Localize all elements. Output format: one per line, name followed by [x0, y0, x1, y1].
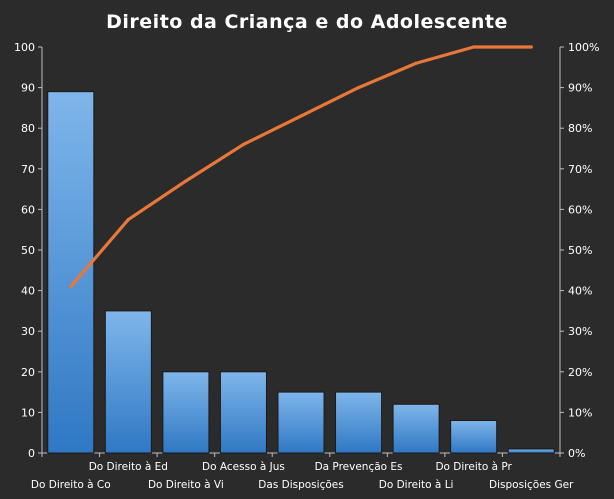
line-point-3: [241, 142, 246, 147]
bar-0: [47, 91, 95, 454]
y-tick-label-7: 70: [21, 163, 35, 176]
line-point-2: [184, 179, 188, 183]
y2-tick-label-8: 80%: [568, 122, 592, 135]
x-tick-label-6: Do Direito à Li: [379, 479, 454, 491]
y2-tick-label-3: 30%: [568, 325, 592, 338]
y2-tick-label-1: 10%: [568, 406, 592, 419]
y2-tick-label-7: 70%: [568, 163, 592, 176]
cumulative-line: [69, 45, 533, 289]
line-point-1: [126, 217, 130, 222]
bar-4: [277, 391, 325, 454]
bar-7: [450, 420, 498, 454]
y2-tick-label-2: 20%: [568, 366, 592, 379]
x-tick-label-0: Do Direito à Co: [31, 479, 111, 491]
bar-2: [162, 371, 210, 454]
bar-8: [507, 448, 555, 454]
line-point-7: [472, 45, 476, 49]
y-tick-label-0: 0: [28, 447, 35, 460]
line-point-8: [529, 45, 533, 49]
bar-5: [335, 391, 383, 454]
line-point-6: [414, 61, 418, 65]
y-tick-label-3: 30: [21, 325, 35, 338]
y-tick-label-5: 50: [21, 244, 35, 257]
y-tick-label-9: 90: [21, 82, 35, 95]
line-point-5: [356, 86, 361, 90]
y2-tick-label-0: 0%: [568, 447, 585, 460]
bar-3: [219, 371, 267, 454]
x-tick-label-4: Das Disposições: [258, 479, 343, 491]
x-tick-label-5: Da Prevenção Es: [315, 461, 403, 473]
y-tick-label-1: 10: [21, 406, 35, 419]
x-tick-label-7: Do Direito à Pr: [435, 461, 512, 473]
y-tick-label-10: 100: [14, 41, 35, 54]
y-tick-label-8: 80: [21, 122, 35, 135]
y2-tick-label-5: 50%: [568, 244, 592, 257]
y2-tick-label-10: 100%: [568, 41, 599, 54]
y2-tick-label-4: 40%: [568, 285, 592, 298]
x-tick-label-1: Do Direito à Ed: [89, 461, 168, 473]
y2-tick-label-6: 60%: [568, 203, 592, 216]
plot-area: 0 10 20 30 40 50 60 70 80 90 100 0% 10% 20% 30% 40% 50% 6…: [14, 41, 599, 491]
y-tick-label-2: 20: [21, 366, 35, 379]
bar-1: [104, 310, 152, 454]
line-point-0: [69, 284, 73, 289]
x-tick-label-8: Disposições Ger: [489, 479, 574, 491]
bar-6: [392, 403, 440, 454]
y2-tick-label-9: 90%: [568, 82, 592, 95]
y-tick-label-6: 60: [21, 203, 35, 216]
x-tick-label-2: Do Direito à Vi: [148, 479, 224, 491]
x-tick-label-3: Do Acesso à Jus: [202, 461, 285, 473]
line-point-4: [299, 114, 303, 118]
y-tick-label-4: 40: [21, 285, 35, 298]
chart-title: Direito da Criança e do Adolescente: [106, 11, 508, 33]
